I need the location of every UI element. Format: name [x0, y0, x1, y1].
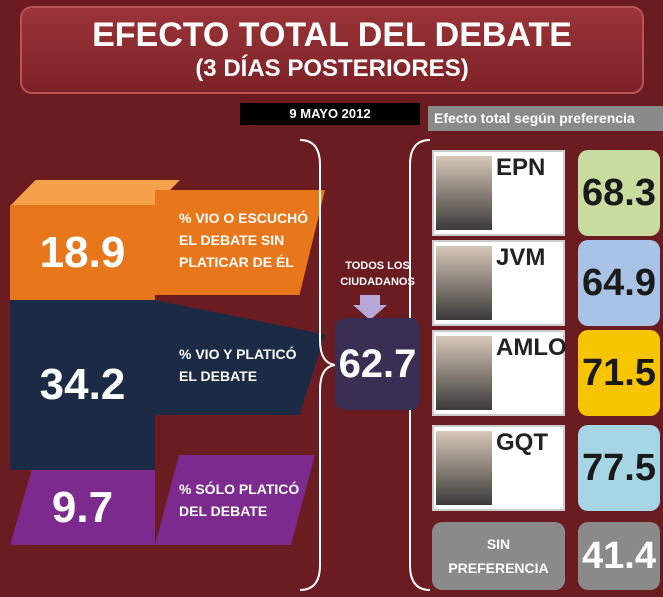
segment-value: 18.9 — [10, 205, 155, 301]
segment-label: % VIO O ESCUCHÓ EL DEBATE SIN PLATICAR DE … — [155, 190, 315, 290]
preference-title: Efecto total según preferencia — [428, 106, 663, 131]
label-line: PREFERENCIA — [448, 560, 549, 576]
candidate-name: EPN — [496, 154, 546, 181]
segment-label: % SÓLO PLATICÓ DEL DEBATE — [155, 470, 315, 530]
label-line: PLATICAR DE ÉL — [179, 254, 294, 270]
title: EFECTO TOTAL DEL DEBATE — [92, 16, 572, 54]
candidate-name: JVM — [496, 244, 546, 271]
label-line: % SÓLO PLATICÓ — [179, 481, 300, 497]
label-line: % VIO O ESCUCHÓ — [179, 210, 309, 226]
candidate-name: AMLO — [496, 334, 567, 361]
candidate-value: 77.5 — [578, 425, 660, 511]
segment-label: % VIO Y PLATICÓ EL DEBATE — [155, 330, 315, 400]
label-line: TODOS LOS — [345, 260, 410, 272]
candidate-card: EPN — [432, 150, 565, 236]
segment-value: 34.2 — [10, 300, 155, 470]
label-line: EL DEBATE — [179, 368, 258, 384]
photo — [436, 156, 492, 230]
candidate-value: 64.9 — [578, 240, 660, 326]
banner-purple — [155, 455, 315, 545]
label-line: EL DEBATE SIN — [179, 232, 285, 248]
none-label: SIN PREFERENCIA — [432, 522, 565, 590]
date: 9 MAYO 2012 — [240, 103, 420, 125]
candidate-value: 71.5 — [578, 330, 660, 416]
photo — [436, 431, 492, 505]
label-line: DEL DEBATE — [179, 503, 268, 519]
photo — [436, 336, 492, 410]
candidate-card: GQT — [432, 425, 565, 511]
total-value: 62.7 — [335, 318, 420, 410]
candidate-card: JVM — [432, 240, 565, 326]
subtitle: (3 DÍAS POSTERIORES) — [195, 55, 469, 82]
total-label: TODOS LOS CIUDADANOS — [335, 258, 420, 290]
label-line: % VIO Y PLATICÓ — [179, 346, 297, 362]
none-value: 41.4 — [578, 522, 660, 590]
candidate-card: AMLO — [432, 330, 567, 416]
label-line: SIN — [486, 536, 511, 552]
segment-value: 9.7 — [10, 470, 155, 545]
banner-orange — [155, 190, 325, 295]
candidate-name: GQT — [496, 429, 548, 456]
title-box: EFECTO TOTAL DEL DEBATE (3 DÍAS POSTERIO… — [20, 6, 644, 94]
photo — [436, 246, 492, 320]
candidate-value: 68.3 — [578, 150, 660, 236]
top-face — [10, 180, 180, 206]
label-line: CIUDADANOS — [340, 276, 415, 288]
